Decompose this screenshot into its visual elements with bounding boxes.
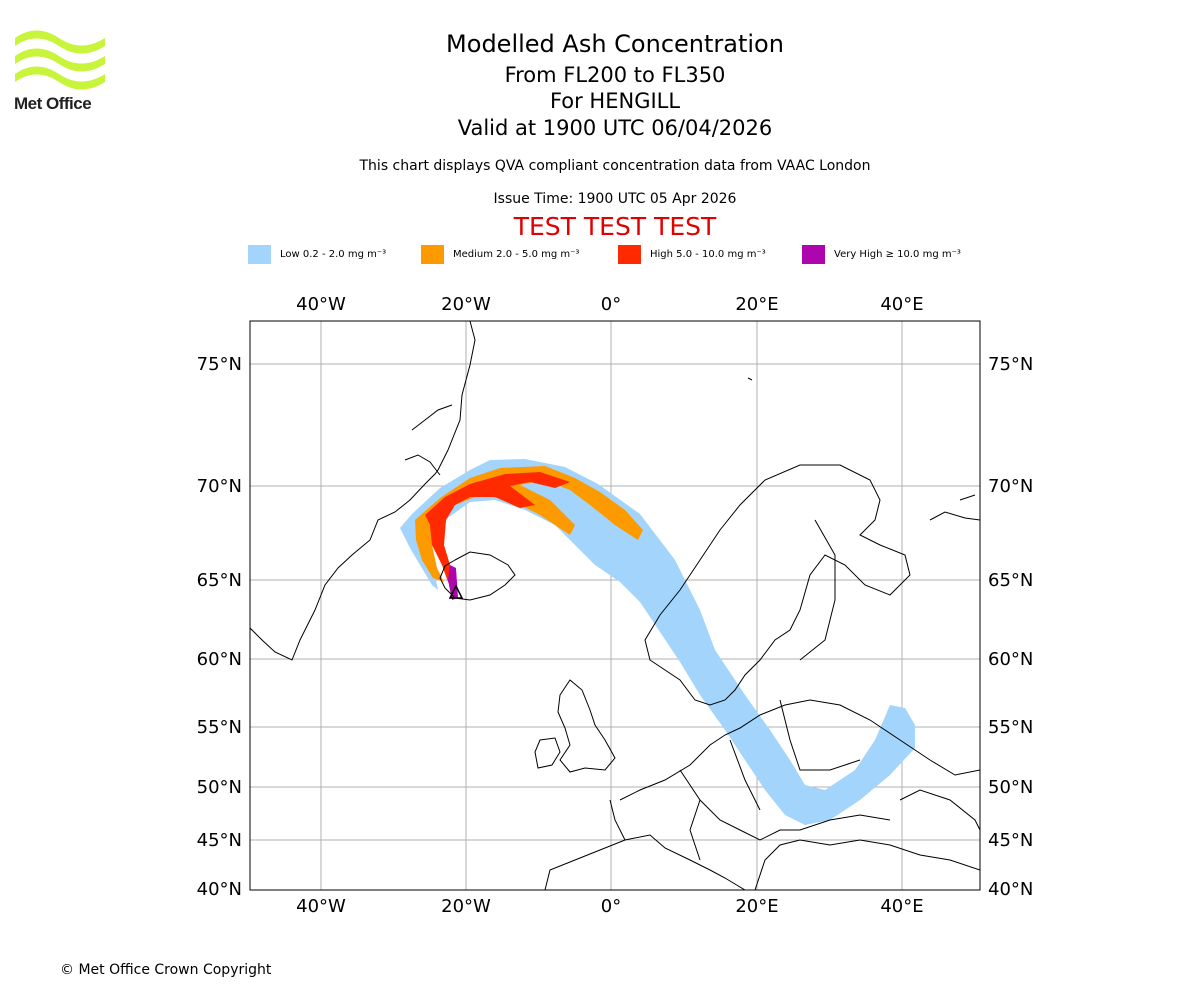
description: This chart displays QVA compliant concen… <box>359 158 871 174</box>
map-frame <box>249 320 981 891</box>
ash-very-high-core <box>448 565 458 600</box>
lon-label: 20°W <box>441 896 491 917</box>
issue-time: Issue Time: 1900 UTC 05 Apr 2026 <box>493 191 737 207</box>
lat-label: 40°N <box>197 879 242 900</box>
legend-low-swatch <box>248 244 271 264</box>
lat-label: 60°N <box>197 649 242 670</box>
legend-very-high-label: Very High ≥ 10.0 mg m⁻³ <box>834 248 961 260</box>
ash-high-plume <box>425 472 570 590</box>
lat-label: 45°N <box>988 830 1033 851</box>
legend-high-label: High 5.0 - 10.0 mg m⁻³ <box>650 248 766 260</box>
met-office-logo-text: Met Office <box>14 94 92 113</box>
lon-label: 40°W <box>296 896 346 917</box>
lon-label: 20°E <box>735 896 778 917</box>
coastlines <box>250 321 980 890</box>
lon-label: 40°W <box>296 294 346 315</box>
legend-medium-label: Medium 2.0 - 5.0 mg m⁻³ <box>453 248 580 260</box>
legend-very-high-swatch <box>802 244 825 264</box>
lat-label: 55°N <box>197 717 242 738</box>
flight-level: From FL200 to FL350 <box>504 63 726 87</box>
lon-label: 20°W <box>441 294 491 315</box>
lat-label: 45°N <box>197 830 242 851</box>
lat-labels-right: 75°N 70°N 65°N 60°N 55°N 50°N 45°N 40°N <box>988 354 1033 900</box>
legend-low: Low 0.2 - 2.0 mg m⁻³ <box>248 244 386 264</box>
lat-label: 65°N <box>197 570 242 591</box>
volcano-marker-icon <box>448 584 464 599</box>
lon-label: 0° <box>601 896 621 917</box>
volcano-name: For HENGILL <box>549 89 681 113</box>
lat-label: 40°N <box>988 879 1033 900</box>
legend-low-label: Low 0.2 - 2.0 mg m⁻³ <box>280 248 387 260</box>
ash-low-plume <box>400 459 915 825</box>
valid-time: Valid at 1900 UTC 06/04/2026 <box>457 116 773 140</box>
lat-label: 65°N <box>988 570 1033 591</box>
legend-high-swatch <box>618 244 641 264</box>
lat-label: 50°N <box>988 777 1033 798</box>
lat-label: 75°N <box>197 354 242 375</box>
lat-label: 50°N <box>197 777 242 798</box>
met-office-logo: Met Office <box>14 30 109 113</box>
lat-label: 60°N <box>988 649 1033 670</box>
lat-label: 70°N <box>988 476 1033 497</box>
lon-label: 40°E <box>880 896 923 917</box>
test-banner: TEST TEST TEST <box>513 212 717 241</box>
lon-label: 0° <box>601 294 621 315</box>
lat-label: 70°N <box>197 476 242 497</box>
lat-label: 75°N <box>988 354 1033 375</box>
met-office-wave-icon <box>15 30 105 90</box>
lon-label: 20°E <box>735 294 778 315</box>
legend-medium: Medium 2.0 - 5.0 mg m⁻³ <box>421 244 579 264</box>
legend-very-high: Very High ≥ 10.0 mg m⁻³ <box>802 244 961 264</box>
legend-high: High 5.0 - 10.0 mg m⁻³ <box>618 244 766 264</box>
legend-medium-swatch <box>421 244 444 264</box>
graticule <box>250 321 980 890</box>
lat-labels-left: 75°N 70°N 65°N 60°N 55°N 50°N 45°N 40°N <box>197 354 242 900</box>
lon-labels-bottom: 40°W 20°W 0° 20°E 40°E <box>296 896 923 917</box>
lat-label: 55°N <box>988 717 1033 738</box>
lon-labels-top: 40°W 20°W 0° 20°E 40°E <box>296 294 923 315</box>
copyright: © Met Office Crown Copyright <box>60 962 272 978</box>
lon-label: 40°E <box>880 294 923 315</box>
chart-title: Modelled Ash Concentration <box>446 30 784 58</box>
